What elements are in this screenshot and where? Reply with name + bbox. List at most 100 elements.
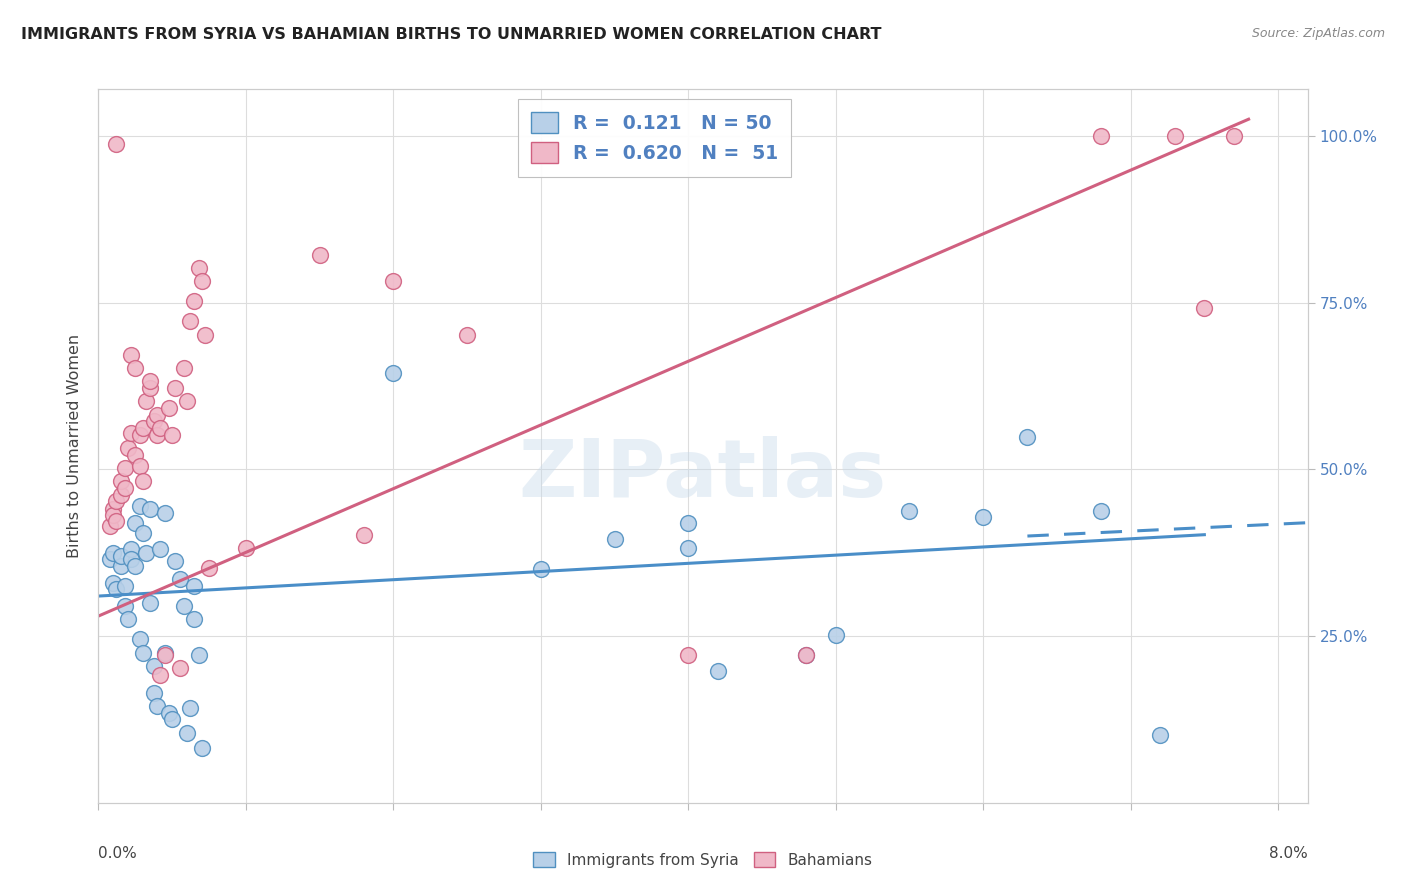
Point bbox=[128, 427, 150, 442]
Point bbox=[110, 549, 132, 563]
Point bbox=[143, 659, 166, 673]
Point bbox=[824, 628, 846, 642]
Point bbox=[603, 533, 626, 547]
Point bbox=[105, 136, 128, 151]
Point bbox=[131, 525, 153, 540]
Text: IMMIGRANTS FROM SYRIA VS BAHAMIAN BIRTHS TO UNMARRIED WOMEN CORRELATION CHART: IMMIGRANTS FROM SYRIA VS BAHAMIAN BIRTHS… bbox=[21, 27, 882, 42]
Point bbox=[146, 408, 169, 422]
Point bbox=[157, 706, 180, 720]
Point bbox=[110, 475, 132, 489]
Point bbox=[149, 421, 172, 435]
Point bbox=[117, 441, 139, 455]
Point bbox=[120, 425, 142, 440]
Point bbox=[179, 314, 201, 328]
Point bbox=[105, 494, 128, 508]
Point bbox=[117, 612, 139, 626]
Point bbox=[165, 381, 187, 395]
Point bbox=[382, 274, 405, 288]
Point bbox=[135, 546, 157, 560]
Point bbox=[128, 632, 150, 647]
Point bbox=[187, 648, 209, 662]
Point bbox=[1090, 128, 1112, 143]
Point bbox=[183, 294, 205, 309]
Point bbox=[530, 562, 553, 576]
Point bbox=[179, 701, 201, 715]
Point bbox=[235, 541, 257, 555]
Point bbox=[149, 667, 172, 681]
Text: 0.0%: 0.0% bbox=[98, 846, 138, 861]
Point bbox=[678, 516, 700, 530]
Text: Source: ZipAtlas.com: Source: ZipAtlas.com bbox=[1251, 27, 1385, 40]
Point bbox=[678, 648, 700, 662]
Point bbox=[120, 552, 142, 566]
Point bbox=[153, 648, 176, 662]
Point bbox=[1223, 128, 1246, 143]
Point bbox=[706, 664, 728, 678]
Point bbox=[131, 421, 153, 435]
Point bbox=[173, 599, 195, 613]
Point bbox=[190, 741, 212, 756]
Point bbox=[176, 725, 198, 739]
Point bbox=[194, 327, 217, 342]
Point bbox=[124, 361, 146, 376]
Point bbox=[128, 458, 150, 473]
Point bbox=[794, 648, 817, 662]
Point bbox=[898, 504, 921, 518]
Point bbox=[149, 542, 172, 557]
Point bbox=[101, 502, 124, 516]
Point bbox=[169, 573, 191, 587]
Text: 8.0%: 8.0% bbox=[1268, 846, 1308, 861]
Point bbox=[1017, 430, 1039, 444]
Point bbox=[114, 579, 136, 593]
Legend: Immigrants from Syria, Bahamians: Immigrants from Syria, Bahamians bbox=[527, 846, 879, 873]
Point bbox=[160, 713, 183, 727]
Point bbox=[98, 552, 121, 566]
Point bbox=[120, 348, 142, 362]
Point bbox=[120, 542, 142, 557]
Point bbox=[160, 427, 183, 442]
Y-axis label: Births to Unmarried Women: Births to Unmarried Women bbox=[67, 334, 83, 558]
Point bbox=[131, 646, 153, 660]
Point bbox=[139, 596, 162, 610]
Point bbox=[183, 612, 205, 626]
Point bbox=[353, 527, 375, 541]
Point bbox=[98, 519, 121, 533]
Point bbox=[308, 247, 330, 261]
Point bbox=[157, 401, 180, 415]
Point bbox=[678, 541, 700, 555]
Point bbox=[143, 414, 166, 428]
Point bbox=[124, 448, 146, 462]
Point bbox=[972, 510, 994, 524]
Point bbox=[105, 582, 128, 597]
Point bbox=[198, 561, 221, 575]
Point bbox=[1194, 301, 1216, 315]
Point bbox=[139, 381, 162, 395]
Point bbox=[153, 646, 176, 660]
Point bbox=[114, 461, 136, 475]
Point bbox=[110, 488, 132, 502]
Point bbox=[1090, 504, 1112, 518]
Point bbox=[139, 374, 162, 388]
Point bbox=[153, 506, 176, 520]
Point bbox=[105, 514, 128, 528]
Point bbox=[190, 274, 212, 288]
Point bbox=[456, 327, 478, 342]
Point bbox=[135, 394, 157, 409]
Point bbox=[139, 502, 162, 516]
Point bbox=[187, 260, 209, 275]
Point bbox=[101, 508, 124, 522]
Point bbox=[143, 686, 166, 700]
Point bbox=[101, 575, 124, 590]
Point bbox=[114, 599, 136, 613]
Point bbox=[1149, 728, 1171, 742]
Point bbox=[173, 361, 195, 376]
Text: ZIPatlas: ZIPatlas bbox=[519, 435, 887, 514]
Point bbox=[110, 559, 132, 574]
Point bbox=[146, 699, 169, 714]
Point bbox=[101, 546, 124, 560]
Point bbox=[176, 394, 198, 409]
Point bbox=[169, 661, 191, 675]
Point bbox=[124, 559, 146, 574]
Point bbox=[1164, 128, 1187, 143]
Point bbox=[382, 366, 405, 380]
